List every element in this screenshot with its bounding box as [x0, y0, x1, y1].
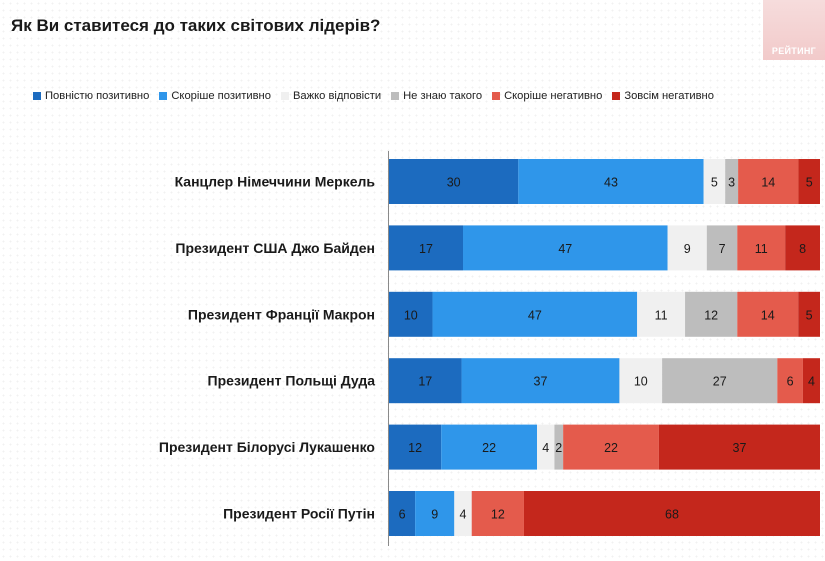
data-label: 22: [604, 441, 618, 455]
bar-segment: [619, 358, 663, 404]
legend-swatch: [391, 92, 400, 100]
bar-segment: [725, 159, 739, 204]
data-label: 5: [806, 176, 813, 190]
bar-segment: [537, 424, 555, 470]
bar-segment: [798, 159, 820, 204]
bar-segment: [802, 358, 820, 404]
data-label: 7: [719, 242, 726, 256]
bar-segment: [637, 291, 686, 337]
data-label: 5: [711, 176, 718, 190]
data-label: 11: [755, 242, 768, 256]
data-label: 5: [806, 308, 813, 322]
bar-segment: [471, 491, 524, 536]
bar-segment: [658, 424, 820, 470]
legend-item: Скоріше позитивно: [159, 90, 271, 102]
bar-segment: [785, 225, 820, 271]
data-label: 12: [408, 441, 422, 455]
bar-segment: [563, 424, 659, 470]
legend-swatch: [280, 92, 289, 100]
data-label: 17: [419, 242, 433, 256]
bar-segment: [703, 159, 726, 204]
data-label: 30: [447, 176, 461, 190]
category-label: Президент Росії Путін: [223, 506, 375, 522]
bar-segment: [518, 159, 704, 204]
data-label: 37: [534, 375, 548, 389]
data-label: 47: [528, 308, 542, 322]
legend-swatch: [492, 92, 501, 100]
legend-swatch: [33, 92, 41, 100]
bar-segment: [798, 291, 820, 337]
data-label: 6: [399, 508, 406, 522]
bar-segment: [523, 491, 820, 536]
data-label: 12: [704, 308, 718, 322]
data-label: 4: [460, 508, 467, 522]
bar-segment: [454, 491, 472, 536]
bar-segment: [706, 225, 738, 271]
data-label: 9: [684, 242, 691, 256]
data-label: 37: [733, 441, 747, 455]
bar-segment: [461, 358, 620, 404]
legend-item: Не знаю такого: [391, 90, 482, 102]
bar-segment: [463, 225, 668, 271]
category-label: Канцлер Німеччини Меркель: [175, 174, 376, 190]
data-label: 11: [655, 308, 668, 322]
logo-text: РЕЙТИНГ: [771, 46, 817, 56]
category-label: Президент Франції Макрон: [188, 306, 375, 322]
data-label: 17: [418, 375, 432, 389]
category-label: Президент США Джо Байден: [175, 240, 375, 256]
data-label: 14: [761, 176, 775, 190]
bar-segment: [432, 291, 638, 337]
data-label: 2: [555, 441, 562, 455]
bar-segment: [389, 159, 519, 204]
data-label: 47: [558, 242, 572, 256]
data-label: 8: [799, 242, 806, 256]
legend-item: Повністю позитивно: [33, 90, 149, 102]
data-label: 68: [665, 508, 679, 522]
data-label: 22: [482, 441, 496, 455]
bar-segment: [738, 159, 799, 204]
data-label: 10: [634, 375, 648, 389]
bar-segment: [554, 424, 564, 470]
data-label: 14: [761, 308, 775, 322]
bar-segment: [777, 358, 803, 404]
rating-logo: РЕЙТИНГ: [763, 0, 825, 60]
data-label: 9: [431, 508, 438, 522]
data-label: 4: [542, 441, 549, 455]
chart-title: Як Ви ставитеся до таких світових лідері…: [11, 16, 381, 35]
data-label: 4: [808, 375, 815, 389]
legend-label: Скоріше позитивно: [171, 90, 271, 102]
bar-segment: [415, 491, 455, 536]
bar-segment: [662, 358, 778, 404]
chart-legend: Повністю позитивно Скоріше позитивно Важко…: [33, 90, 825, 102]
bar-segment: [667, 225, 707, 271]
legend-item: Важко відповісти: [280, 90, 382, 102]
legend-label: Важко відповісти: [292, 90, 382, 102]
legend-label: Зовсім негативно: [624, 90, 714, 102]
bar-segment: [685, 291, 738, 337]
bar-segment: [737, 225, 786, 271]
legend-swatch: [159, 92, 168, 100]
bar-segment: [389, 491, 416, 536]
category-label: Президент Польщі Дуда: [208, 373, 376, 389]
bar-segment: [389, 424, 442, 470]
bar-segment: [389, 291, 433, 337]
data-label: 3: [728, 176, 735, 190]
data-label: 12: [491, 508, 505, 522]
legend-swatch: [612, 92, 621, 100]
legend-item: Зовсім негативно: [612, 90, 714, 102]
bar-segment: [441, 424, 538, 470]
legend-item: Скоріше негативно: [492, 90, 602, 102]
data-label: 27: [713, 375, 727, 389]
data-label: 6: [787, 375, 794, 389]
legend-label: Скоріше негативно: [504, 90, 603, 102]
legend-label: Повністю позитивно: [45, 90, 150, 102]
bar-segment: [737, 291, 799, 337]
data-label: 43: [604, 176, 618, 190]
bar-segment: [389, 358, 462, 404]
legend-label: Не знаю такого: [403, 90, 483, 102]
bar-segment: [389, 225, 464, 271]
data-label: 10: [404, 308, 418, 322]
category-label: Президент Білорусі Лукашенко: [159, 439, 375, 455]
